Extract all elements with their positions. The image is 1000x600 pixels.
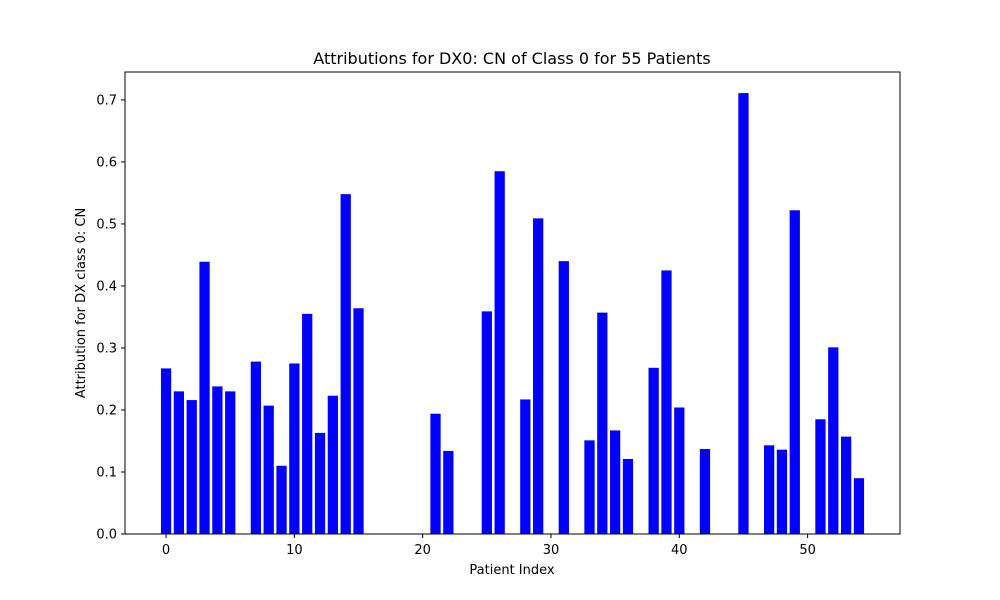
bar-39	[661, 270, 672, 534]
bar-34	[597, 312, 608, 534]
y-tick-label: 0.2	[96, 403, 117, 418]
bar-22	[443, 450, 454, 534]
bar-7	[250, 361, 262, 534]
bar-1	[173, 391, 185, 534]
x-tick-label: 0	[162, 543, 170, 558]
bar-25	[481, 311, 492, 534]
bar-31	[558, 261, 569, 534]
bar-14	[340, 194, 351, 534]
x-tick-label: 30	[543, 543, 560, 558]
bar-53	[840, 436, 852, 534]
bar-42	[699, 449, 711, 534]
x-tick-label: 40	[671, 543, 688, 558]
y-axis-ticks: 0.0 0.1 0.2 0.3 0.4 0.5 0.6 0.7	[96, 93, 125, 543]
bar-54	[853, 478, 865, 534]
bar-51	[815, 419, 826, 534]
bar-33	[584, 440, 595, 534]
x-axis-label: Patient Index	[469, 563, 554, 578]
bar-45	[738, 93, 749, 534]
bar-11	[302, 313, 313, 534]
bar-28	[520, 399, 531, 534]
bar-8	[263, 405, 274, 534]
y-tick-label: 0.7	[96, 93, 117, 108]
y-axis-label: Attribution for DX class 0: CN	[74, 208, 89, 398]
y-tick-label: 0.5	[96, 217, 117, 232]
bar-38	[648, 367, 659, 534]
bar-12	[314, 432, 326, 534]
x-axis-ticks: 0 10 20 30 40 50	[162, 534, 816, 558]
y-tick-label: 0.3	[96, 341, 117, 356]
bars-group	[160, 93, 865, 535]
bar-5	[225, 391, 236, 534]
bar-10	[289, 363, 300, 534]
bar-2	[186, 400, 197, 534]
plot-frame	[124, 71, 901, 535]
bar-0	[160, 368, 172, 534]
y-tick-label: 0.6	[96, 155, 117, 170]
bar-35	[610, 430, 621, 534]
y-tick-label: 0.0	[96, 528, 117, 543]
bar-29	[533, 218, 544, 534]
chart-title: Attributions for DX0: CN of Class 0 for …	[313, 49, 710, 68]
bar-13	[327, 395, 338, 534]
bar-21	[430, 413, 441, 534]
bar-3	[199, 261, 210, 534]
bar-49	[789, 210, 800, 535]
bar-47	[763, 445, 775, 534]
bar-9	[276, 465, 287, 534]
bar-36	[622, 458, 634, 534]
bar-52	[828, 347, 839, 534]
y-tick-label: 0.1	[96, 465, 117, 480]
y-tick-label: 0.4	[96, 279, 117, 294]
x-tick-label: 20	[414, 543, 431, 558]
bar-15	[353, 308, 364, 534]
bar-48	[776, 449, 788, 534]
bar-40	[674, 407, 685, 534]
x-tick-label: 50	[799, 543, 816, 558]
bar-26	[494, 171, 505, 534]
x-tick-label: 10	[286, 543, 303, 558]
bar-4	[212, 386, 223, 534]
